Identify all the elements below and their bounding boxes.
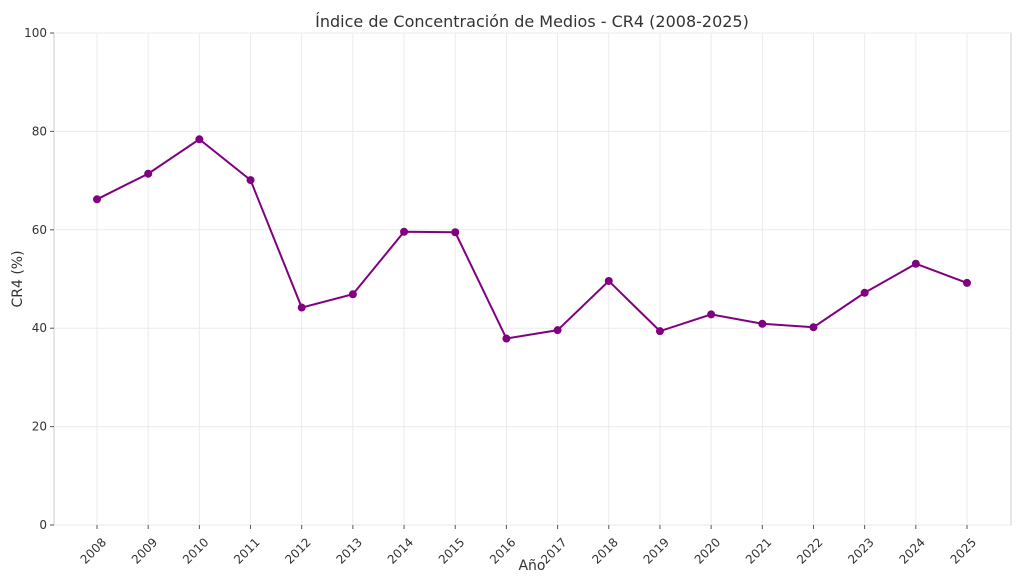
- x-tick-label: 2025: [948, 535, 979, 566]
- data-point-2018: [604, 276, 613, 285]
- data-point-2019: [655, 327, 664, 336]
- chart-title: Índice de Concentración de Medios - CR4 …: [315, 12, 749, 31]
- x-axis-label: Año: [518, 558, 545, 574]
- x-tick-label: 2009: [129, 535, 160, 566]
- data-points: [93, 135, 971, 343]
- data-point-2013: [348, 290, 357, 299]
- x-tick-label: 2019: [641, 535, 672, 566]
- x-tick-label: 2011: [231, 535, 262, 566]
- x-tick-label: 2023: [845, 535, 876, 566]
- data-point-2016: [502, 334, 511, 343]
- x-tick-label: 2021: [743, 535, 774, 566]
- data-point-2010: [195, 135, 204, 144]
- y-tick-label: 20: [32, 420, 47, 434]
- data-point-2015: [451, 228, 460, 237]
- data-point-2011: [246, 176, 255, 185]
- data-point-2014: [400, 227, 409, 236]
- data-point-2024: [911, 259, 920, 268]
- x-tick-label: 2020: [692, 535, 723, 566]
- y-tick-label: 100: [24, 26, 47, 40]
- data-point-2009: [144, 169, 153, 178]
- x-tick-label: 2024: [896, 535, 927, 566]
- y-tick-label: 0: [39, 518, 47, 532]
- x-tick-label: 2012: [282, 535, 313, 566]
- x-tick-label: 2013: [334, 535, 365, 566]
- y-tick-label: 60: [32, 223, 47, 237]
- data-point-2022: [809, 323, 818, 332]
- x-tick-label: 2018: [589, 535, 620, 566]
- x-tick-label: 2010: [180, 535, 211, 566]
- grid: [54, 32, 1011, 526]
- y-tick-label: 40: [32, 321, 47, 335]
- x-tick-label: 2014: [385, 535, 416, 566]
- x-tick-label: 2016: [487, 535, 518, 566]
- y-axis-label: CR4 (%): [10, 250, 26, 307]
- data-point-2023: [860, 288, 869, 297]
- data-point-2012: [297, 303, 306, 312]
- data-point-2025: [963, 278, 971, 287]
- y-tick-label: 80: [32, 124, 47, 138]
- data-point-2020: [707, 310, 716, 319]
- data-point-2017: [553, 326, 562, 335]
- x-tick-label: 2022: [794, 535, 825, 566]
- data-point-2021: [758, 319, 767, 328]
- x-tick-label: 2008: [78, 535, 109, 566]
- x-tick-label: 2015: [436, 535, 467, 566]
- y-axis-ticks: 0 20 40 60 80 100: [24, 26, 54, 532]
- plot-area: [53, 32, 1012, 526]
- series-line: [96, 138, 968, 340]
- data-point-2008: [93, 195, 101, 204]
